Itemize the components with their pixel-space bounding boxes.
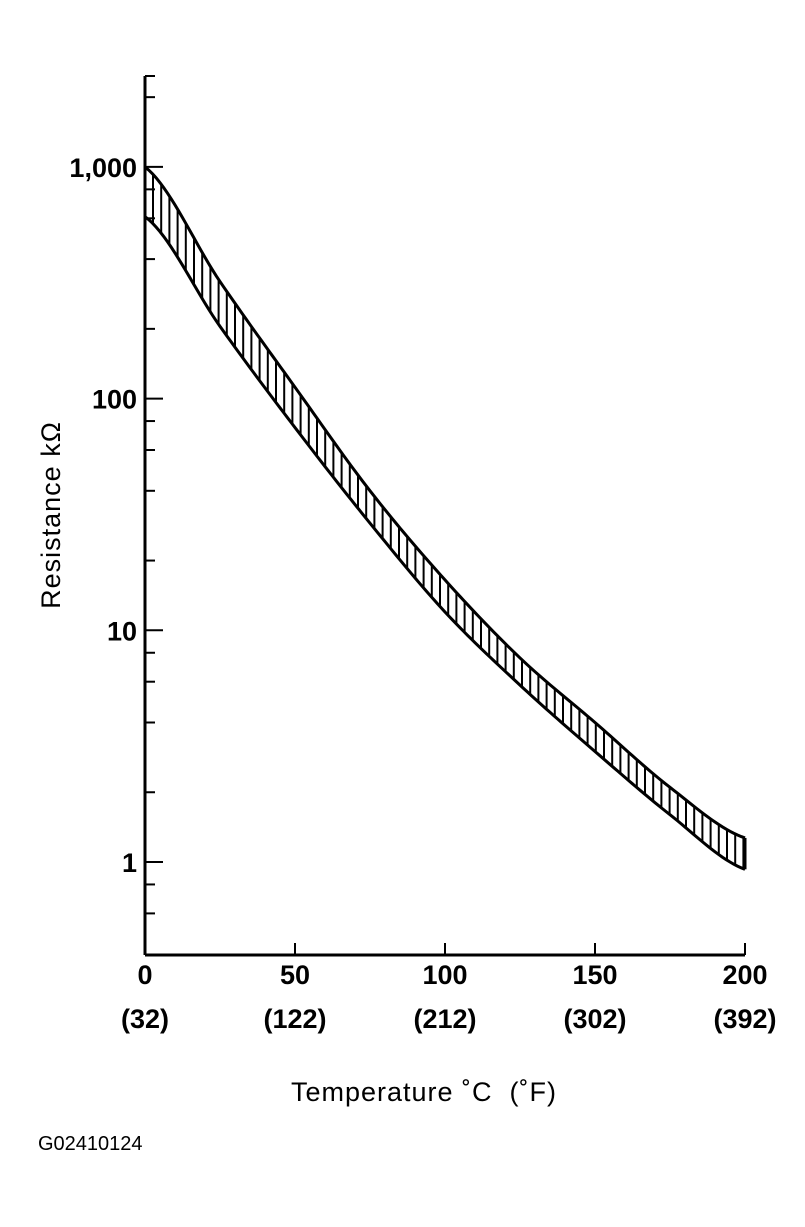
x-tick-sublabel: (392) <box>713 1004 776 1034</box>
figure-id: G02410124 <box>38 1133 143 1155</box>
x-tick-label: 200 <box>722 960 767 990</box>
x-tick-sublabel: (32) <box>121 1004 169 1034</box>
resistance-band <box>144 165 747 871</box>
x-tick-label: 0 <box>137 960 152 990</box>
x-tick-sublabel: (212) <box>413 1004 476 1034</box>
hatch-lines <box>152 166 745 870</box>
y-axis-title: Resistance kΩ <box>36 421 66 609</box>
x-tick-sublabel: (122) <box>263 1004 326 1034</box>
y-tick-label: 10 <box>107 616 137 646</box>
lower-limit-curve <box>144 215 746 871</box>
y-tick-label: 100 <box>92 385 137 415</box>
x-tick-sublabel: (302) <box>563 1004 626 1034</box>
x-axis-title: Temperature ˚C (˚F) <box>291 1077 557 1107</box>
axes <box>143 75 746 957</box>
x-tick-labels: 0 (32) 50 (122) 100 (212) 150 (302) 200 (392) <box>121 960 777 1034</box>
x-tick-label: 100 <box>422 960 467 990</box>
y-tick-labels: 1 10 100 1,000 <box>69 153 137 878</box>
x-tick-label: 150 <box>572 960 617 990</box>
x-tick-label: 50 <box>280 960 310 990</box>
y-tick-label: 1,000 <box>69 153 137 183</box>
y-tick-label: 1 <box>122 848 137 878</box>
upper-limit-curve <box>144 165 746 840</box>
